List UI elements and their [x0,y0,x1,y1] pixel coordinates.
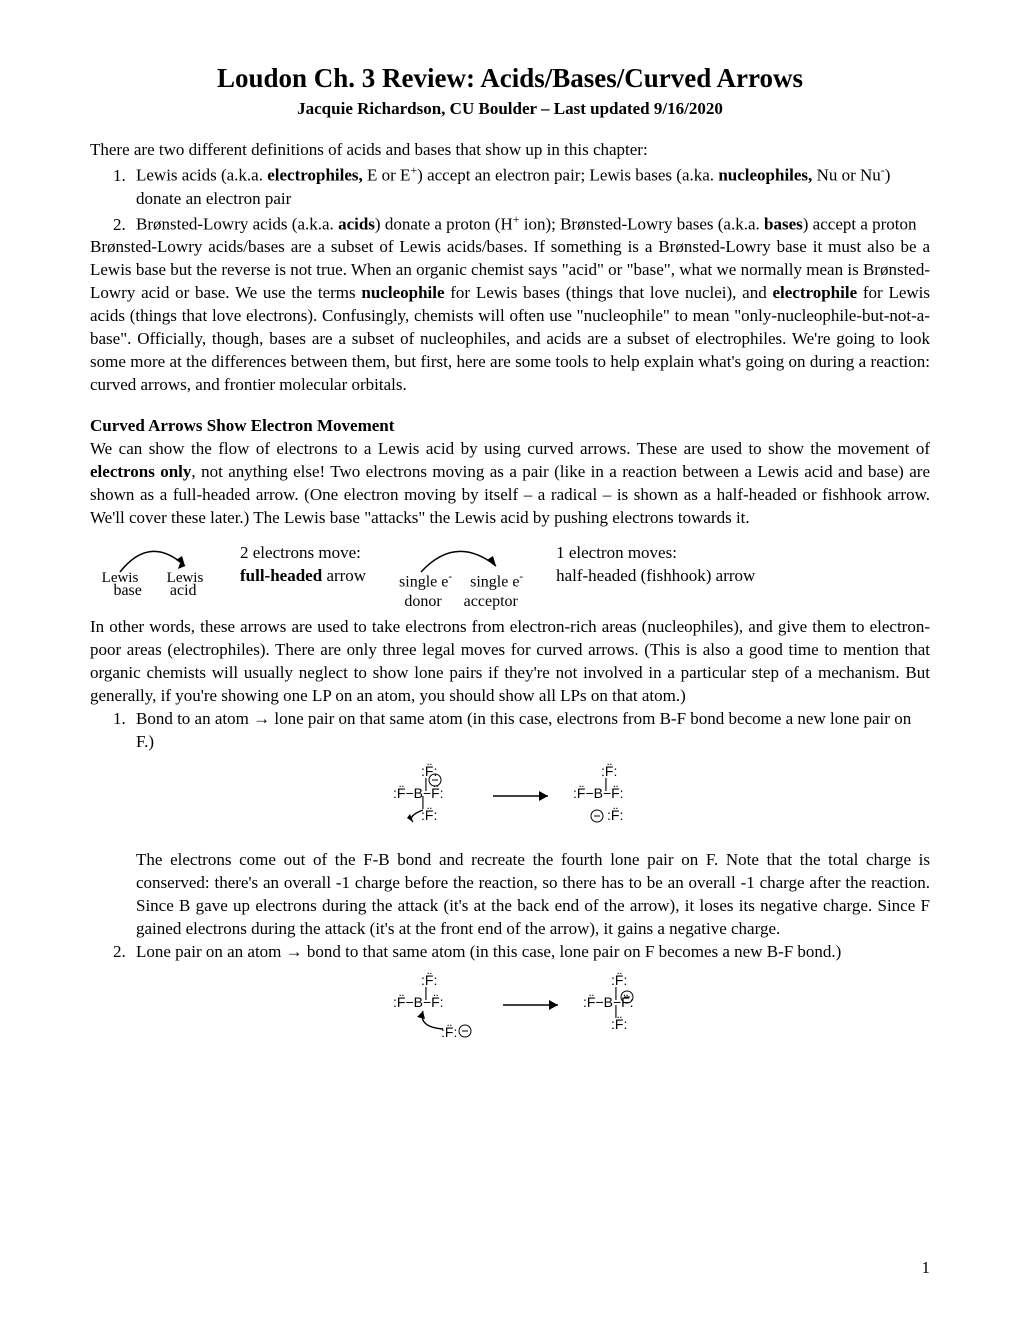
donor-top: single e- [399,570,452,593]
rule1-text: Bond to an atom → lone pair on that same… [136,709,911,751]
accept-bot: acceptor [464,591,518,613]
def2-bold-acids: acids [338,215,375,234]
arrow-full-headed-label: 2 electrons move: full-headed arrow [240,534,366,588]
chem-svg-rule2-icon: :F̈: :F̈−B−F̈: | :F̈: :F̈: :F̈−B−F̈: [363,967,703,1052]
svg-text:|: | [424,984,428,1000]
arrow-fishhook-label: 1 electron moves: half-headed (fishhook)… [556,534,755,588]
arrow1-txt2b: arrow [322,566,366,585]
p3-bold-electrons-only: electrons only [90,462,191,481]
def1-bold-nucleophiles: nucleophiles, [718,166,812,185]
def1-text-c: E or E [363,166,411,185]
lewis-base-bot: base [113,580,141,602]
chem-figure-bf4-to-bf3: :F̈: :F̈−B−F̈: | | :F̈: :F̈: :F̈−B−F̈ [136,758,930,845]
def2-text-f: ) accept a proton [803,215,917,234]
arrow1-txt1: 2 electrons move: [240,542,366,565]
svg-text::F̈:: :F̈: [441,1024,457,1040]
svg-text::F̈−B−F̈:: :F̈−B−F̈: [573,785,624,801]
svg-text:|: | [604,775,608,791]
def2-text-c: ) donate a proton (H [375,215,513,234]
arrow-full-headed-diagram: Lewis Lewis base acid [90,534,220,602]
svg-text:|: | [614,984,618,1000]
p2-c: for Lewis bases (things that love nuclei… [445,283,773,302]
rule2-text: Lone pair on an atom → bond to that same… [136,942,841,961]
lewis-acid-bot: acid [170,580,197,602]
p2-bold-nucleophile: nucleophile [361,283,444,302]
page-title: Loudon Ch. 3 Review: Acids/Bases/Curved … [90,60,930,96]
para-subset-explanation: Brønsted-Lowry acids/bases are a subset … [90,236,930,397]
def-item-1: Lewis acids (a.k.a. electrophiles, E or … [130,162,930,211]
rule1-after-text: The electrons come out of the F-B bond a… [136,849,930,941]
arrow-fishhook-diagram: single e- single e- donor acceptor [386,534,536,613]
chem-svg-rule1-icon: :F̈: :F̈−B−F̈: | | :F̈: :F̈: :F̈−B−F̈ [363,758,703,838]
section-heading-curved-arrows: Curved Arrows Show Electron Movement [90,415,930,438]
def1-text-a: Lewis acids (a.k.a. [136,166,267,185]
para-three-legal-moves: In other words, these arrows are used to… [90,616,930,708]
def2-bold-bases: bases [764,215,803,234]
intro-sentence: There are two different definitions of a… [90,139,930,162]
svg-text::F̈:: :F̈: [611,1016,627,1032]
rule-1: Bond to an atom → lone pair on that same… [130,708,930,941]
def-item-2: Brønsted-Lowry acids (a.k.a. acids) dona… [130,211,930,237]
donor-bot: donor [404,591,441,613]
page-number: 1 [922,1257,931,1280]
arrow2-txt2: half-headed (fishhook) arrow [556,565,755,588]
p2-bold-electrophile: electrophile [772,283,857,302]
page-subtitle: Jacquie Richardson, CU Boulder – Last up… [90,98,930,121]
para-curved-arrows-intro: We can show the flow of electrons to a L… [90,438,930,530]
svg-text::F̈−B−F̈:: :F̈−B−F̈: [583,994,634,1010]
svg-text::F̈−B−F̈:: :F̈−B−F̈: [393,785,444,801]
svg-text::F̈−B−F̈:: :F̈−B−F̈: [393,994,444,1010]
def2-text-d: ion); Brønsted-Lowry bases (a.k.a. [519,215,764,234]
def1-text-d: ) accept an electron pair; Lewis bases (… [417,166,718,185]
rule-list: Bond to an atom → lone pair on that same… [130,708,930,1059]
svg-text:|: | [424,775,428,791]
p3-c: , not anything else! Two electrons movin… [90,462,930,527]
def2-text-a: Brønsted-Lowry acids (a.k.a. [136,215,338,234]
def1-bold-electrophiles: electrophiles, [267,166,363,185]
chem-figure-bf3-plus-f-to-bf4: :F̈: :F̈−B−F̈: | :F̈: :F̈: :F̈−B−F̈: [136,967,930,1059]
p3-a: We can show the flow of electrons to a L… [90,439,930,458]
curved-arrow-full-icon: Lewis Lewis [90,534,220,584]
svg-text::F̈:: :F̈: [421,807,437,823]
arrow2-txt1: 1 electron moves: [556,542,755,565]
def1-text-f: Nu or Nu [812,166,880,185]
definition-list: Lewis acids (a.k.a. electrophiles, E or … [130,162,930,236]
svg-text::F̈:: :F̈: [607,807,623,823]
accept-top: single e- [470,570,523,593]
arrow1-txt2a: full-headed [240,566,322,585]
rule-2: Lone pair on an atom → bond to that same… [130,941,930,1060]
arrow-diagram-row: Lewis Lewis base acid 2 electrons move: … [90,534,930,613]
